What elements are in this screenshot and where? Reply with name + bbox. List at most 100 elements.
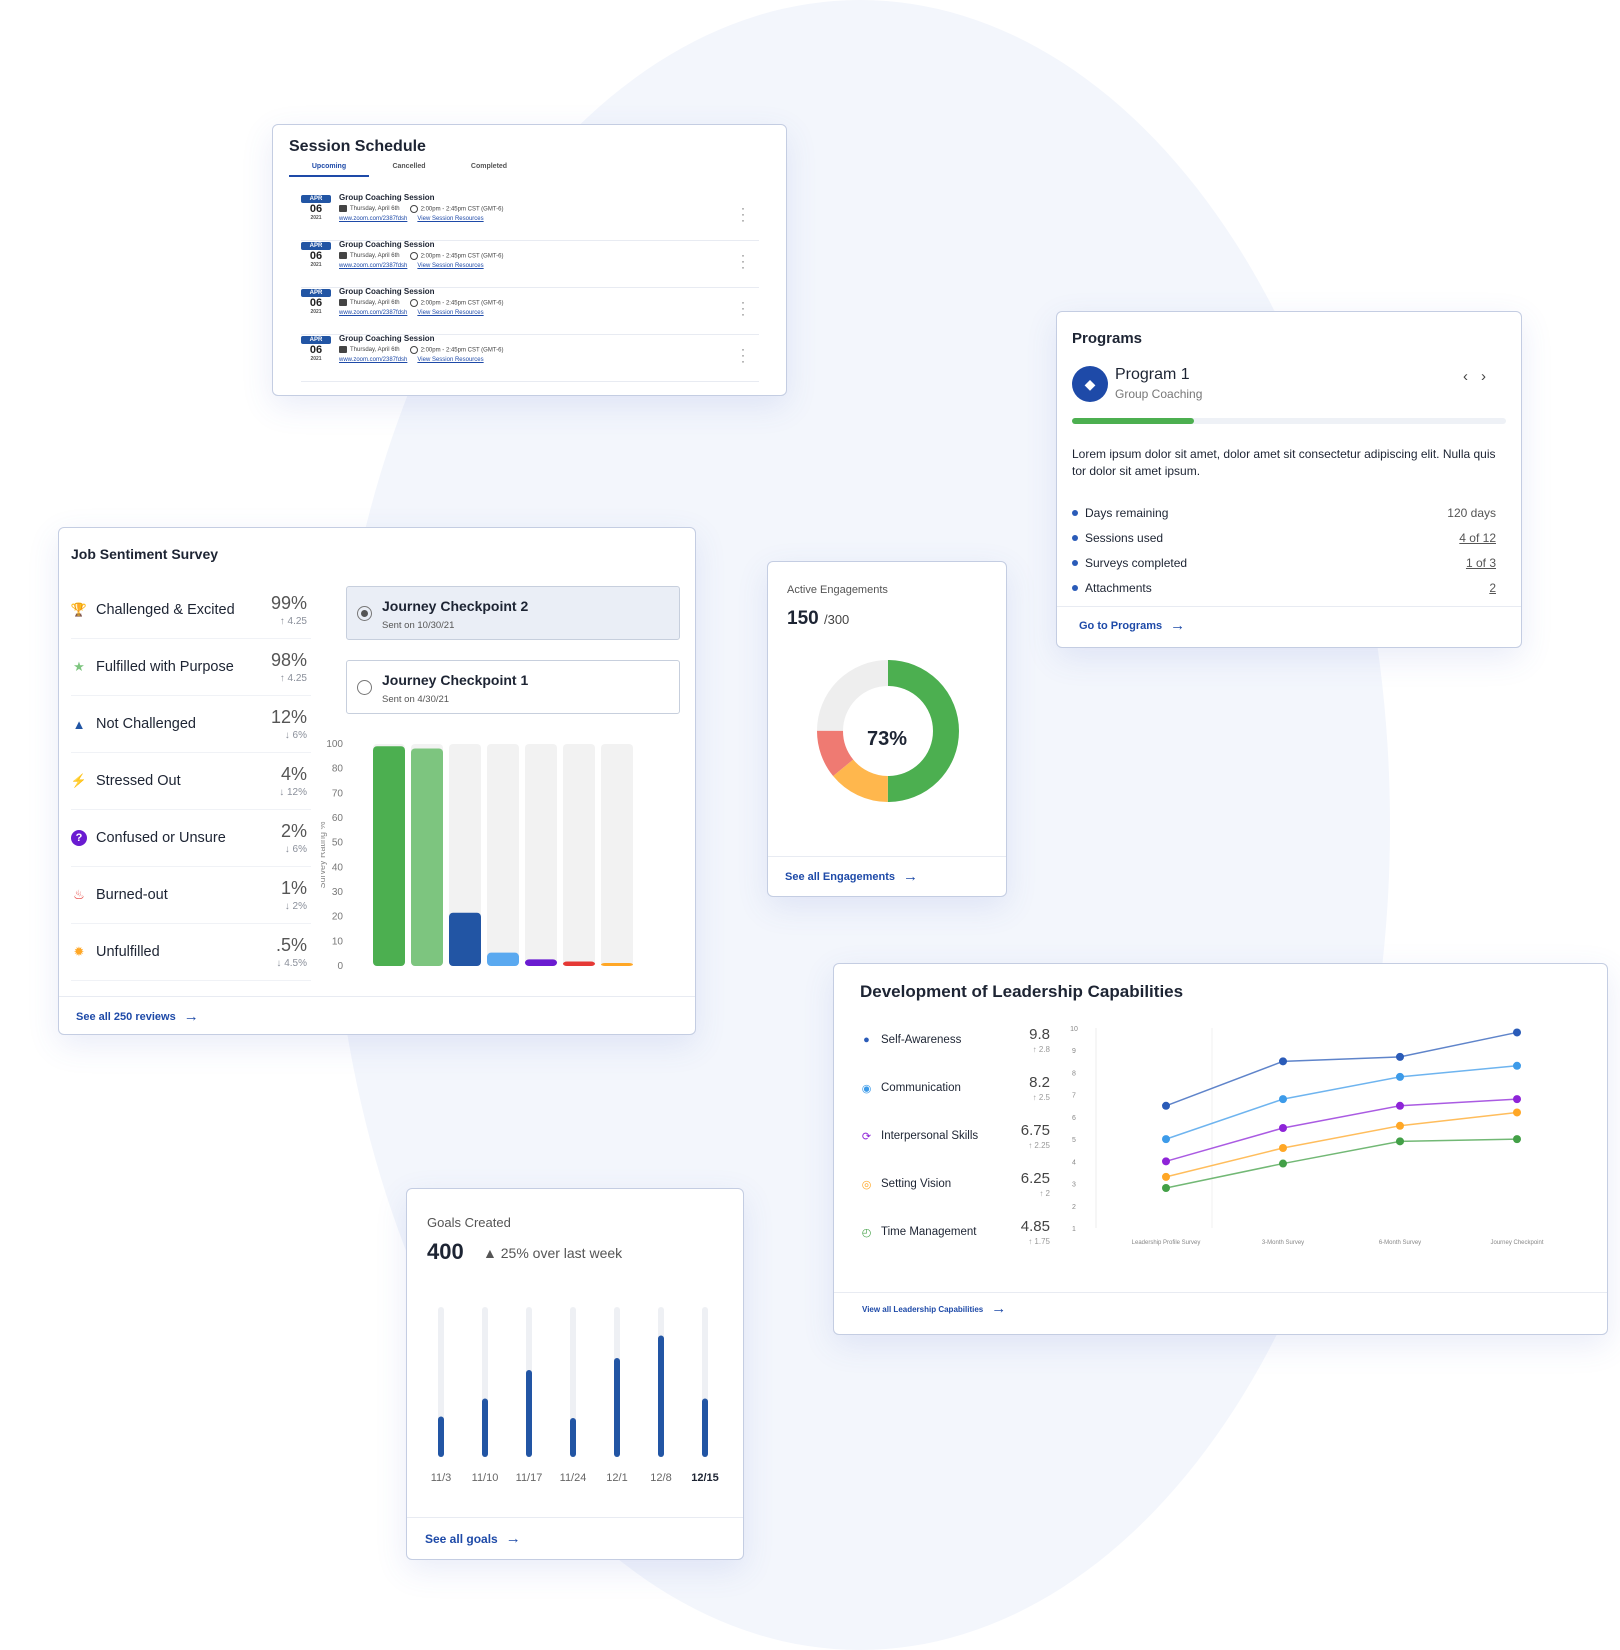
view-resources-link[interactable]: View Session Resources — [417, 357, 484, 363]
date-day: 06 — [309, 297, 323, 309]
radio-unselected[interactable] — [357, 680, 372, 695]
stat-value-link[interactable]: 2 — [1489, 580, 1496, 595]
session-time: 2:00pm - 2:45pm CST (GMT-6) — [420, 206, 504, 213]
goal-bar — [658, 1335, 664, 1457]
engagement-total: /300 — [823, 612, 850, 627]
sentiment-percent: 12% — [270, 707, 307, 727]
sentiment-bar — [373, 746, 405, 966]
tab-cancelled[interactable]: Cancelled — [392, 163, 426, 170]
sync-icon: ⟳ — [861, 1130, 872, 1143]
series-point — [1279, 1124, 1287, 1132]
sentiment-label: Not Challenged — [96, 716, 196, 732]
x-tick-label: 3-Month Survey — [1262, 1240, 1304, 1246]
sentiment-percent: 2% — [280, 821, 307, 841]
goals-bar-chart: 11/3 11/10 11/17 11/24 12/1 12/8 12/15 — [431, 1307, 719, 1484]
divider — [407, 1517, 743, 1518]
see-all-goals-link[interactable]: See all goals → — [425, 1531, 521, 1546]
more-options-icon[interactable]: · · · — [741, 248, 745, 274]
warning-icon: ▲ — [72, 716, 86, 732]
bar-track — [487, 744, 519, 966]
session-schedule-card: Session Schedule Upcoming Cancelled Comp… — [272, 124, 787, 396]
sentiment-label: Stressed Out — [96, 773, 181, 789]
sentiment-change: ↓ 6% — [284, 844, 307, 855]
stat-label: Sessions used — [1072, 531, 1163, 545]
session-links: www.zoom.com/2387fdsh View Session Resour… — [339, 357, 504, 363]
checkpoint-1-option[interactable]: Journey Checkpoint 1 Sent on 4/30/21 — [346, 660, 680, 714]
clock-icon: ◴ — [861, 1226, 872, 1239]
see-all-engagements-link[interactable]: See all Engagements → — [785, 869, 918, 884]
leadership-label: Self-Awareness — [881, 1034, 962, 1046]
view-all-leadership-link[interactable]: View all Leadership Capabilities → — [862, 1301, 1006, 1316]
sentiment-bar — [563, 961, 595, 966]
series-point — [1513, 1135, 1521, 1144]
series-point — [1279, 1057, 1287, 1066]
y-tick-label: 80 — [332, 764, 344, 775]
date-day: 06 — [309, 344, 323, 356]
session-links: www.zoom.com/2387fdsh View Session Resour… — [339, 263, 504, 269]
go-to-programs-link[interactable]: Go to Programs → — [1079, 617, 1186, 634]
date-badge: APR 06 2021 — [301, 289, 331, 315]
session-row: APR 06 2021 Group Coaching Session Thursday,… — [301, 334, 759, 382]
y-tick-label: 3 — [1072, 1182, 1076, 1189]
session-row: APR 06 2021 Group Coaching Session Thursday,… — [301, 240, 759, 288]
zoom-link[interactable]: www.zoom.com/2387fdsh — [339, 357, 408, 363]
date-badge: APR 06 2021 — [301, 242, 331, 268]
date-badge: APR 06 2021 — [301, 336, 331, 362]
y-axis-label: Survey Rating % — [321, 821, 327, 888]
leadership-value: 6.25 — [1020, 1170, 1050, 1187]
prev-program-icon[interactable]: ‹ — [1463, 368, 1468, 385]
series-point — [1162, 1172, 1170, 1181]
sentiment-row: ▲ Not Challenged — [71, 696, 311, 753]
sentiment-percent: 99% — [270, 593, 307, 613]
sentiment-label: Unfulfilled — [96, 944, 160, 960]
radio-selected[interactable] — [357, 606, 372, 621]
series-point — [1162, 1157, 1170, 1166]
stat-sessions-used: Sessions used 4 of 12 — [1072, 525, 1496, 550]
more-options-icon[interactable]: · · · — [741, 295, 745, 321]
y-tick-label: 5 — [1072, 1137, 1076, 1144]
link-label: See all 250 reviews — [76, 1011, 176, 1023]
program-progress-bar — [1072, 418, 1506, 424]
stat-value-link[interactable]: 1 of 3 — [1465, 555, 1496, 570]
session-date: Thursday, April 6th — [350, 253, 400, 260]
star-icon: ★ — [73, 659, 85, 674]
more-options-icon[interactable]: · · · — [741, 342, 745, 368]
see-all-reviews-link[interactable]: See all 250 reviews → — [76, 1009, 199, 1024]
divider — [768, 856, 1006, 857]
leadership-row: ◉ Communication — [860, 1068, 1050, 1108]
divider — [1057, 606, 1521, 607]
zoom-link[interactable]: www.zoom.com/2387fdsh — [339, 263, 408, 269]
leadership-row: ● Self-Awareness — [860, 1020, 1050, 1060]
program-name: Program 1 — [1115, 366, 1190, 383]
link-label: See all Engagements — [785, 871, 896, 883]
next-program-icon[interactable]: › — [1481, 368, 1486, 385]
person-icon: ● — [863, 1034, 870, 1046]
link-label: See all goals — [425, 1532, 498, 1546]
sentiment-percent: 4% — [280, 764, 307, 784]
y-tick-label: 10 — [332, 936, 344, 947]
session-when: Thursday, April 6th 2:00pm - 2:45pm CST (… — [339, 346, 504, 354]
zoom-link[interactable]: www.zoom.com/2387fdsh — [339, 310, 408, 316]
view-resources-link[interactable]: View Session Resources — [417, 310, 484, 316]
view-resources-link[interactable]: View Session Resources — [417, 263, 484, 269]
tab-completed[interactable]: Completed — [470, 163, 508, 170]
calendar-icon: Thursday, April 6th — [339, 299, 400, 307]
checkpoint-title: Journey Checkpoint 2 — [382, 598, 529, 614]
sentiment-change: ↓ 12% — [279, 787, 307, 798]
more-options-icon[interactable]: · · · — [741, 201, 745, 227]
checkpoint-title: Journey Checkpoint 1 — [382, 672, 529, 688]
arrow-right-icon: → — [1170, 617, 1186, 634]
tab-upcoming[interactable]: Upcoming — [289, 163, 369, 177]
y-tick-label: 30 — [332, 887, 344, 898]
y-tick-label: 60 — [332, 813, 344, 824]
stat-value-link[interactable]: 4 of 12 — [1459, 530, 1496, 545]
date-month: APR — [301, 289, 331, 297]
engagement-count: 150 /300 — [787, 608, 849, 630]
view-resources-link[interactable]: View Session Resources — [417, 216, 484, 222]
goals-value: 400 — [427, 1239, 464, 1264]
goals-change: ▲ 25% over last week — [483, 1245, 623, 1261]
checkpoint-2-option[interactable]: Journey Checkpoint 2 Sent on 10/30/21 — [346, 586, 680, 640]
zoom-link[interactable]: www.zoom.com/2387fdsh — [339, 216, 408, 222]
series-point — [1396, 1052, 1404, 1061]
